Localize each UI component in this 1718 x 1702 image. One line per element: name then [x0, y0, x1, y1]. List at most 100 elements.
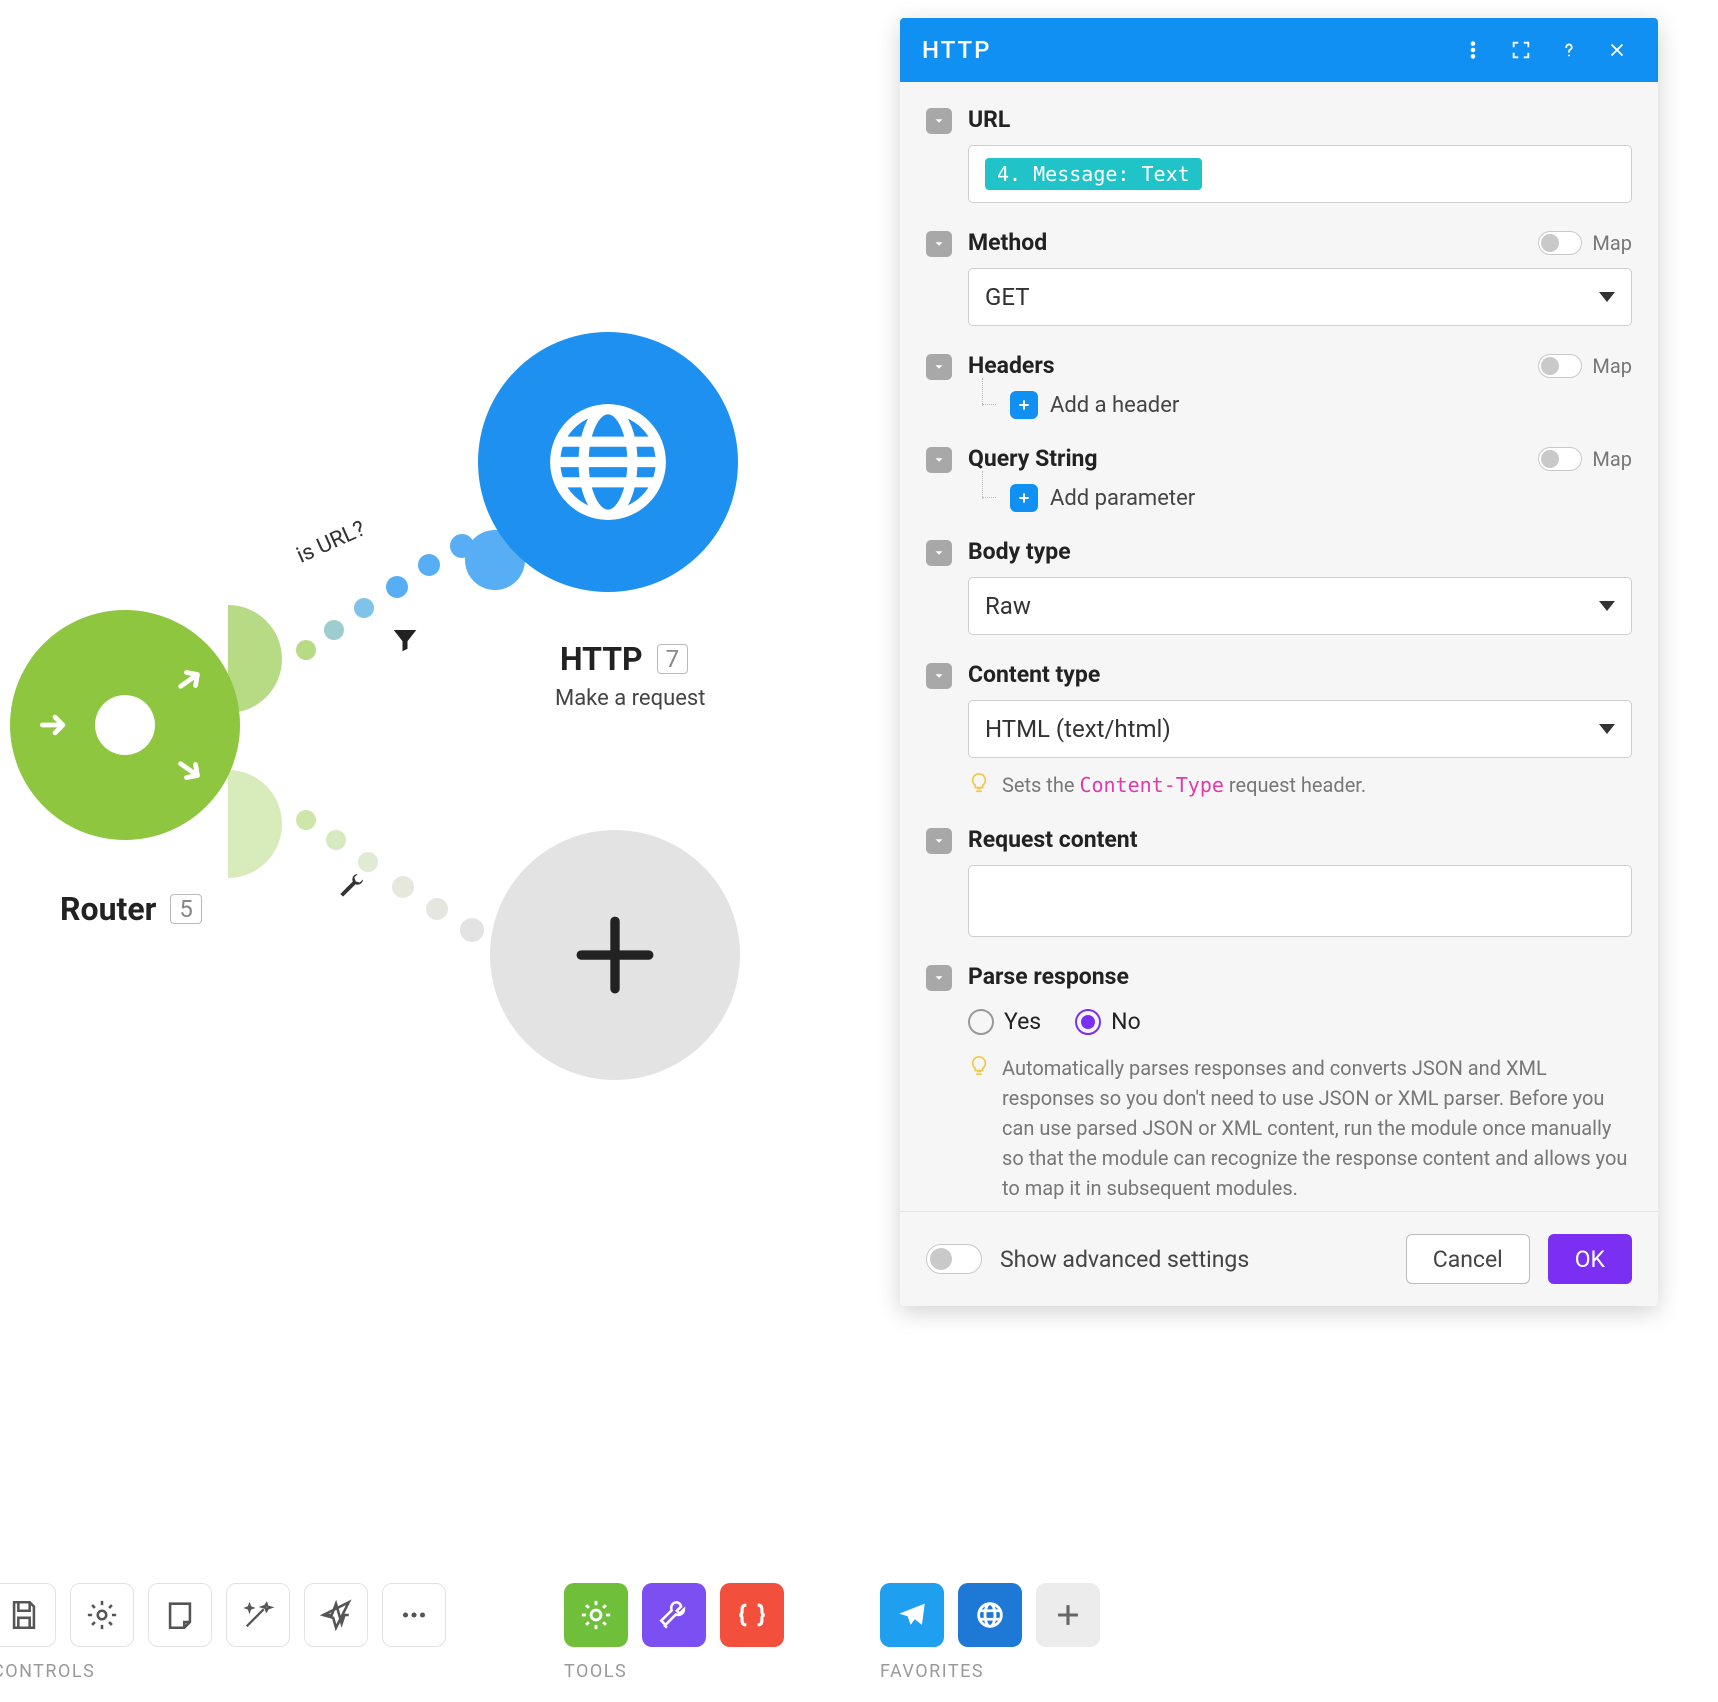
collapse-toggle[interactable]	[926, 828, 952, 854]
router-output-bottom	[228, 770, 282, 878]
add-header-button[interactable]	[1010, 391, 1038, 419]
expand-icon[interactable]	[1502, 31, 1540, 69]
query-label: Query String	[968, 445, 1098, 472]
parse-yes-label: Yes	[1004, 1008, 1041, 1035]
tools-group: TOOLS	[564, 1583, 784, 1682]
http-node-badge: 7	[657, 644, 689, 674]
parse-yes-radio[interactable]	[968, 1009, 994, 1035]
settings-button[interactable]	[70, 1583, 134, 1647]
fav-telegram[interactable]	[880, 1583, 944, 1647]
favorites-group: FAVORITES	[880, 1583, 1100, 1682]
cancel-button[interactable]: Cancel	[1406, 1234, 1530, 1284]
arrow-right-icon	[36, 706, 74, 744]
path-dot	[418, 554, 440, 576]
collapse-toggle[interactable]	[926, 540, 952, 566]
field-headers: Headers Map Add a header	[926, 352, 1632, 419]
parse-label: Parse response	[968, 963, 1129, 990]
globe-icon	[543, 397, 673, 527]
content-type-value: HTML (text/html)	[985, 715, 1171, 743]
field-url: URL 4. Message: Text	[926, 106, 1632, 203]
tool-tools[interactable]	[642, 1583, 706, 1647]
fav-add[interactable]	[1036, 1583, 1100, 1647]
tool-flow[interactable]	[564, 1583, 628, 1647]
path-dot	[324, 620, 344, 640]
method-select[interactable]: GET	[968, 268, 1632, 326]
panel-header: HTTP	[900, 18, 1658, 82]
map-toggle[interactable]	[1538, 354, 1582, 378]
headers-label: Headers	[968, 352, 1055, 379]
map-label: Map	[1592, 354, 1632, 378]
favorites-label: FAVORITES	[880, 1661, 1100, 1682]
url-label: URL	[968, 106, 1010, 133]
field-parse-response: Parse response Yes No Automatica	[926, 963, 1632, 1203]
panel-footer: Show advanced settings Cancel OK	[900, 1211, 1658, 1306]
path-dot	[460, 918, 484, 942]
field-method: Method Map GET	[926, 229, 1632, 326]
map-toggle[interactable]	[1538, 231, 1582, 255]
http-node-title: HTTP	[560, 640, 643, 678]
field-request-content: Request content	[926, 826, 1632, 937]
lightbulb-icon	[968, 772, 990, 794]
body-type-select[interactable]: Raw	[968, 577, 1632, 635]
panel-title: HTTP	[922, 36, 991, 64]
field-body-type: Body type Raw	[926, 538, 1632, 635]
save-button[interactable]	[0, 1583, 56, 1647]
add-parameter-button[interactable]	[1010, 484, 1038, 512]
collapse-toggle[interactable]	[926, 231, 952, 257]
chevron-down-icon	[1599, 724, 1615, 734]
add-parameter-label[interactable]: Add parameter	[1050, 486, 1195, 511]
collapse-toggle[interactable]	[926, 663, 952, 689]
tree-connector	[972, 392, 998, 418]
parse-no-radio[interactable]	[1075, 1009, 1101, 1035]
map-toggle[interactable]	[1538, 447, 1582, 471]
collapse-toggle[interactable]	[926, 354, 952, 380]
lightbulb-icon	[968, 1055, 990, 1077]
http-node-subtitle: Make a request	[555, 686, 705, 711]
parse-no-label: No	[1111, 1008, 1141, 1035]
close-icon[interactable]	[1598, 31, 1636, 69]
path-dot	[426, 898, 448, 920]
collapse-toggle[interactable]	[926, 965, 952, 991]
content-type-hint: Sets the Content-Type request header.	[968, 770, 1632, 800]
router-badge: 5	[170, 894, 202, 924]
fav-http[interactable]	[958, 1583, 1022, 1647]
bottom-toolbar: CONTROLS TOOLS FAVORITES	[0, 1583, 1718, 1702]
path-dot	[392, 876, 414, 898]
advanced-label: Show advanced settings	[1000, 1246, 1249, 1273]
body-type-value: Raw	[985, 592, 1031, 620]
more-icon[interactable]	[1454, 31, 1492, 69]
help-icon[interactable]	[1550, 31, 1588, 69]
collapse-toggle[interactable]	[926, 447, 952, 473]
mapped-value-pill[interactable]: 4. Message: Text	[985, 158, 1202, 190]
path-dot	[326, 830, 346, 850]
content-type-select[interactable]: HTML (text/html)	[968, 700, 1632, 758]
router-node[interactable]	[10, 610, 240, 840]
add-header-label[interactable]: Add a header	[1050, 393, 1179, 418]
router-label: Router	[60, 890, 156, 928]
parse-hint: Automatically parses responses and conve…	[968, 1053, 1632, 1203]
http-node[interactable]	[478, 332, 738, 592]
request-content-input[interactable]	[968, 865, 1632, 937]
url-input[interactable]: 4. Message: Text	[968, 145, 1632, 203]
path-dot	[386, 576, 408, 598]
filter-icon[interactable]	[390, 625, 420, 659]
magic-button[interactable]	[226, 1583, 290, 1647]
method-value: GET	[985, 283, 1030, 311]
path-dot	[354, 598, 374, 618]
run-button[interactable]	[304, 1583, 368, 1647]
content-type-label: Content type	[968, 661, 1100, 688]
more-button[interactable]	[382, 1583, 446, 1647]
advanced-toggle[interactable]	[926, 1244, 982, 1274]
collapse-toggle[interactable]	[926, 108, 952, 134]
path-dot	[296, 810, 316, 830]
controls-label: CONTROLS	[0, 1661, 446, 1682]
add-module-node[interactable]	[490, 830, 740, 1080]
plus-icon	[570, 910, 660, 1000]
chevron-down-icon	[1599, 601, 1615, 611]
ok-button[interactable]: OK	[1548, 1234, 1632, 1284]
edge-settings-icon[interactable]	[335, 870, 367, 906]
body-type-label: Body type	[968, 538, 1071, 565]
note-button[interactable]	[148, 1583, 212, 1647]
tool-json[interactable]	[720, 1583, 784, 1647]
path-dot	[358, 852, 378, 872]
